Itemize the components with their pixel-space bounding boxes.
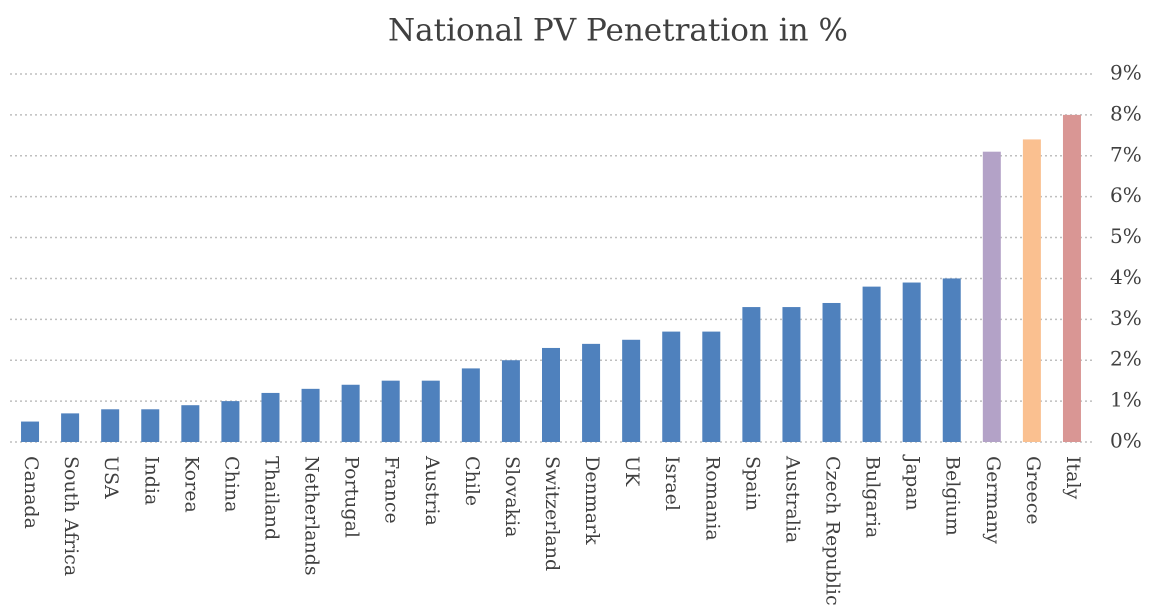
y-tick-label: 5% [1110, 224, 1142, 248]
bar [261, 392, 280, 442]
y-tick-label: 3% [1110, 306, 1142, 330]
x-tick-label: Australia [781, 455, 803, 543]
x-tick-label: Italy [1062, 456, 1084, 500]
x-tick-label: Belgium [942, 456, 964, 536]
x-tick-label: Germany [982, 456, 1004, 544]
y-tick-label: 7% [1110, 142, 1142, 166]
x-tick-label: Chile [461, 456, 483, 506]
x-tick-label: Netherlands [301, 456, 323, 576]
bar [501, 360, 520, 442]
bar [662, 331, 681, 442]
bar [181, 405, 200, 442]
bar [582, 343, 601, 442]
bar [141, 409, 160, 442]
x-tick-label: Korea [180, 456, 202, 513]
bar [221, 401, 240, 442]
y-tick-label: 4% [1110, 265, 1142, 289]
bar [702, 331, 721, 442]
y-tick-label: 8% [1110, 101, 1142, 125]
x-tick-label: Japan [902, 454, 924, 511]
bar [942, 278, 961, 442]
bar [982, 151, 1001, 442]
x-tick-label: China [220, 456, 242, 512]
x-tick-label: France [381, 456, 403, 524]
bar [301, 388, 320, 442]
bar [421, 380, 440, 442]
x-tick-label: India [140, 456, 162, 505]
x-tick-label: Switzerland [541, 456, 563, 571]
x-tick-label: Austria [421, 455, 443, 526]
bar [742, 307, 761, 442]
bar [61, 413, 80, 442]
bar [21, 421, 40, 442]
bar [101, 409, 120, 442]
y-tick-label: 2% [1110, 347, 1142, 371]
bar [381, 380, 400, 442]
bar [782, 307, 801, 442]
x-tick-label: Thailand [260, 456, 282, 540]
y-tick-label: 6% [1110, 183, 1142, 207]
x-tick-label: UK [621, 456, 643, 487]
bar [822, 302, 841, 442]
x-tick-label: Greece [1022, 456, 1044, 525]
y-tick-label: 0% [1110, 429, 1142, 453]
chart-title: National PV Penetration in % [388, 13, 848, 49]
x-tick-label: USA [100, 456, 122, 499]
x-tick-label: South Africa [60, 456, 82, 576]
x-tick-label: Canada [20, 456, 42, 529]
x-tick-label: Romania [701, 456, 723, 541]
x-tick-label: Czech Republic [822, 456, 844, 606]
x-tick-label: Denmark [581, 456, 603, 545]
bar [341, 384, 360, 442]
bar [902, 282, 921, 442]
y-tick-label: 9% [1110, 61, 1142, 85]
x-tick-label: Israel [661, 456, 683, 511]
bar [461, 368, 480, 442]
bar [1022, 139, 1041, 442]
x-tick-label: Portugal [341, 456, 363, 538]
x-tick-label: Slovakia [501, 456, 523, 538]
x-tick-label: Spain [741, 456, 763, 511]
y-tick-label: 1% [1110, 388, 1142, 412]
bar [862, 286, 881, 442]
bar [622, 339, 641, 442]
bar [1062, 114, 1081, 442]
bar [542, 347, 560, 442]
x-tick-label: Bulgaria [862, 456, 884, 538]
